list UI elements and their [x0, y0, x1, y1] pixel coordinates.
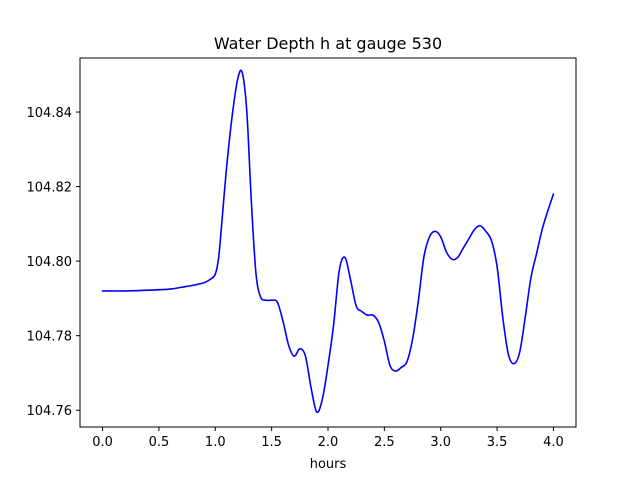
x-tick-label: 3.5: [487, 435, 508, 450]
x-axis-label: hours: [310, 457, 347, 472]
plot-frame: [79, 57, 577, 428]
x-tick-label: 3.0: [430, 435, 451, 450]
y-axis: 104.76 104.78 104.80 104.82 104.84: [27, 106, 80, 419]
chart-title: Water Depth h at gauge 530: [214, 34, 442, 53]
x-tick-label: 2.5: [374, 435, 395, 450]
y-tick-label: 104.76: [27, 404, 73, 419]
y-tick-label: 104.80: [27, 255, 73, 270]
x-axis: 0.0 0.5 1.0 1.5 2.0 2.5 3.0 3.5 4.0: [92, 427, 564, 450]
x-tick-label: 0.0: [92, 435, 113, 450]
plot-series: [101, 69, 555, 414]
series-line: [101, 69, 555, 414]
y-tick-label: 104.84: [27, 106, 73, 121]
x-tick-label: 1.0: [205, 435, 226, 450]
x-tick-label: 0.5: [149, 435, 170, 450]
x-tick-label: 1.5: [261, 435, 282, 450]
x-tick-label: 4.0: [543, 435, 564, 450]
y-tick-label: 104.78: [27, 330, 73, 345]
y-tick-label: 104.82: [27, 181, 73, 196]
x-tick-label: 2.0: [318, 435, 339, 450]
